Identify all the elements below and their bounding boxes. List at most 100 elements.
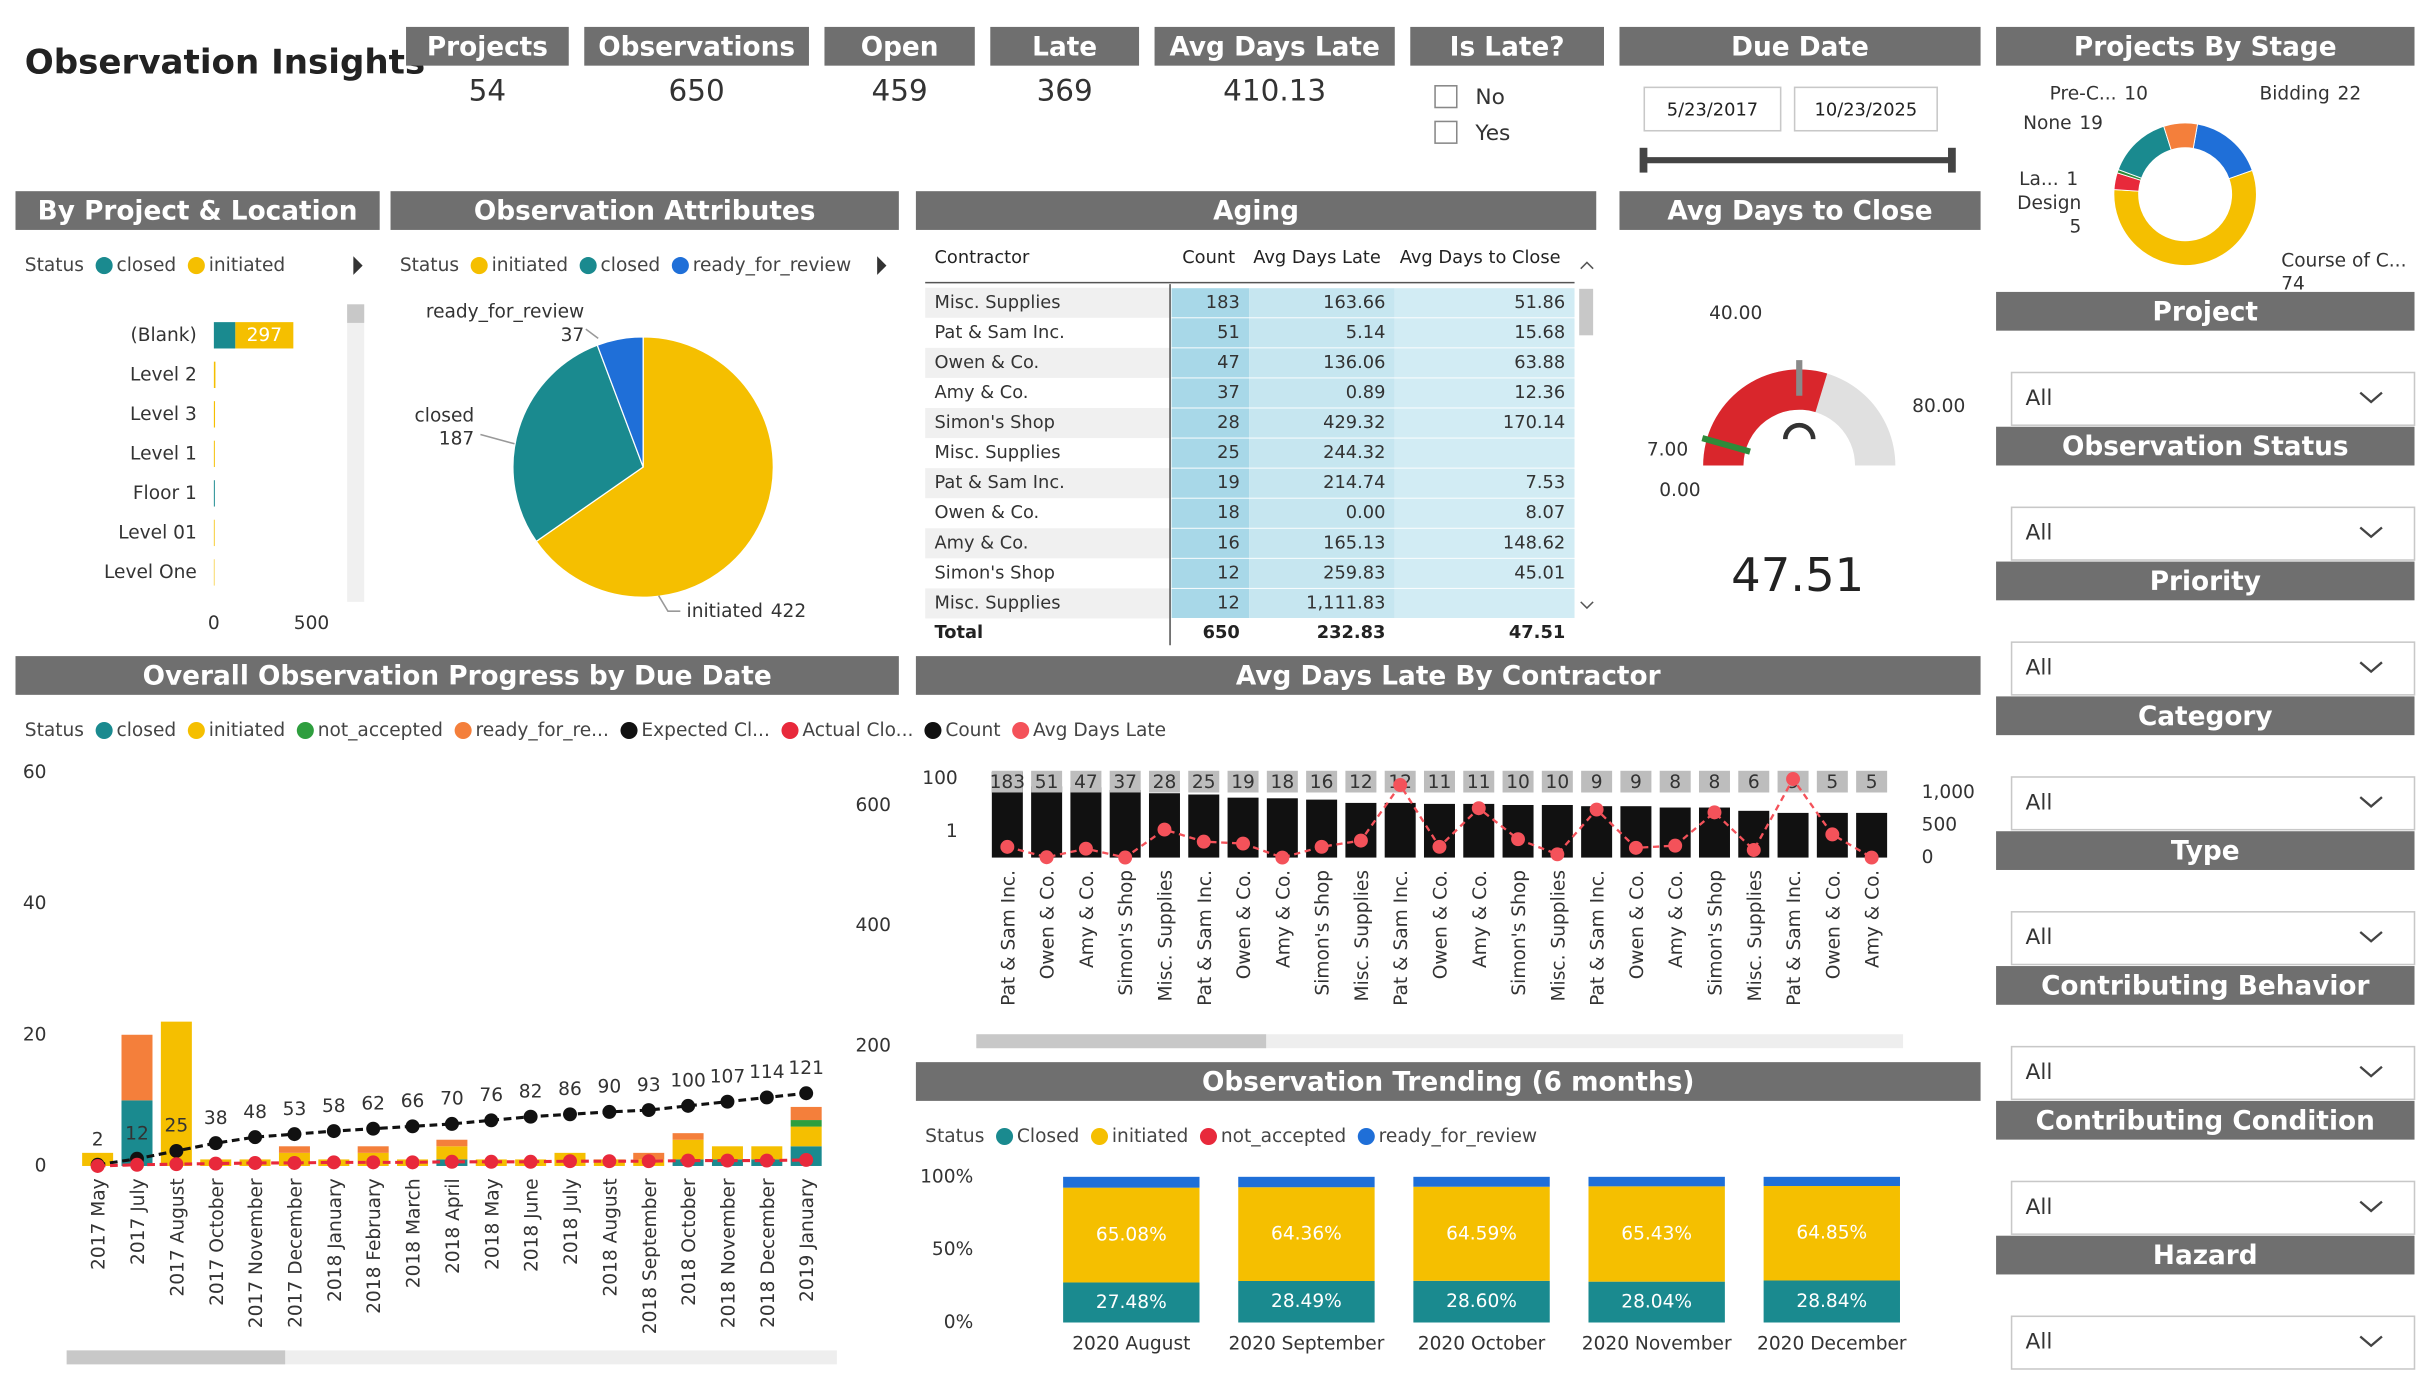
line-point: [602, 1104, 617, 1119]
date-input[interactable]: [1793, 86, 1938, 132]
bar-segment: [790, 1126, 822, 1147]
panel-title: Avg Days Late By Contractor: [1236, 662, 1661, 692]
bar-segment: [1063, 1187, 1200, 1283]
data-label: 19: [1231, 772, 1255, 793]
dropdown[interactable]: [2010, 1315, 2416, 1370]
bar-segment: [1413, 1176, 1550, 1187]
legend-label: closed: [117, 255, 177, 276]
line-point: [1864, 850, 1879, 865]
line-point: [1039, 850, 1054, 865]
table-cell: 8.07: [1526, 502, 1566, 523]
table-cell: 214.74: [1323, 472, 1385, 493]
gauge-value-label: 47.51: [1731, 548, 1864, 602]
legend-label: Actual Clo...: [802, 720, 913, 741]
x-tick-label: Simon's Shop: [1313, 870, 1334, 996]
panel-header: [915, 656, 1981, 695]
legend-marker: [1012, 721, 1030, 740]
x-tick-label: 2018 February: [364, 1178, 385, 1314]
panel-title: Observations: [598, 32, 795, 62]
data-label: 10: [1546, 772, 1570, 793]
bar-segment: [1063, 1176, 1200, 1188]
data-label: 12: [125, 1123, 149, 1144]
bar-segment: [711, 1146, 743, 1160]
slider-handle[interactable]: [1639, 147, 1648, 173]
dropdown[interactable]: [2010, 1045, 2416, 1101]
panel-title: Hazard: [2153, 1241, 2258, 1271]
dropdown[interactable]: [2010, 1180, 2416, 1235]
data-label: 70: [440, 1089, 464, 1110]
y-tick-label: 60: [23, 762, 47, 783]
data-label: 10: [1506, 772, 1530, 793]
line-point: [130, 1157, 144, 1172]
table-cell: 163.66: [1323, 292, 1385, 313]
y-tick-label: 40: [23, 893, 47, 914]
cell-bg: [1394, 468, 1575, 498]
data-label: 27.48%: [1096, 1292, 1167, 1313]
line-point: [1196, 834, 1211, 849]
line-point: [1628, 840, 1643, 855]
panel-header: [1996, 291, 2415, 331]
y2-tick-label: 400: [855, 915, 890, 936]
line-point: [1236, 836, 1251, 851]
bar-segment: [790, 1106, 822, 1121]
slice-label: None 19: [2023, 112, 2103, 133]
y-tick-label: 100%: [920, 1166, 973, 1187]
bar-segment: [1238, 1176, 1375, 1188]
data-label-bg: [1463, 770, 1495, 793]
date-input[interactable]: [1643, 86, 1782, 132]
dropdown[interactable]: [2010, 911, 2416, 966]
dropdown[interactable]: [2010, 641, 2416, 696]
data-label-bg: [1698, 770, 1730, 793]
slice-name: Bidding: [2260, 83, 2330, 104]
x-tick-label: 2017 December: [286, 1178, 307, 1328]
data-label: 28.04%: [1621, 1292, 1692, 1313]
cell-bg: [1394, 288, 1575, 318]
dropdown[interactable]: [2010, 776, 2416, 831]
scrollbar-thumb[interactable]: [347, 304, 365, 323]
dropdown[interactable]: [2010, 371, 2416, 426]
slider-handle[interactable]: [1948, 147, 1956, 173]
cell-bg: [1171, 588, 1250, 618]
scrollbar-thumb[interactable]: [976, 1034, 1267, 1049]
cell-bg: [1394, 588, 1575, 618]
y-tick-label: Level One: [104, 562, 197, 583]
checkbox[interactable]: [1434, 120, 1458, 144]
scrollbar-thumb[interactable]: [1579, 288, 1594, 336]
leader-line: [585, 328, 599, 340]
kpi-value: 650: [669, 74, 725, 108]
legend-marker: [579, 257, 597, 275]
panel-title: Contributing Condition: [2036, 1106, 2375, 1136]
dashboard-title: Observation Insights: [25, 43, 425, 83]
x-tick-label: 2019 January: [797, 1178, 818, 1302]
bar-segment: [121, 1034, 153, 1101]
cell-bg: [1249, 288, 1395, 318]
bar: [213, 519, 215, 547]
x-tick-label: Amy & Co.: [1273, 870, 1294, 968]
line-point: [444, 1154, 459, 1169]
cell-bg: [1249, 588, 1395, 618]
bar: [1502, 804, 1534, 858]
table-cell: 1,111.83: [1306, 592, 1385, 613]
x-tick-label: 2018 March: [404, 1178, 425, 1288]
table-cell: 0.00: [1346, 502, 1386, 523]
panel-header: [1996, 966, 2415, 1005]
x-tick-label: 2017 August: [167, 1178, 188, 1296]
line-point: [1589, 802, 1604, 817]
panel-title: Projects By Stage: [2074, 32, 2337, 62]
line-point: [169, 1157, 184, 1172]
scrollbar-thumb[interactable]: [66, 1350, 286, 1365]
data-label-bg: [1227, 770, 1259, 793]
checkbox[interactable]: [1434, 85, 1458, 109]
line-point: [1078, 841, 1093, 856]
cell-bg: [1394, 348, 1575, 378]
bar: [213, 440, 215, 468]
x-tick-label: 2020 December: [1757, 1334, 1907, 1355]
dropdown[interactable]: [2010, 506, 2416, 561]
cell-bg: [1171, 468, 1250, 498]
leader-line: [657, 595, 681, 612]
x-tick-label: Pat & Sam Inc.: [1588, 870, 1609, 1006]
data-label: 28.84%: [1796, 1291, 1867, 1312]
data-label: 64.36%: [1271, 1224, 1342, 1245]
bar-segment: [436, 1146, 468, 1160]
panel-header: [824, 26, 975, 66]
